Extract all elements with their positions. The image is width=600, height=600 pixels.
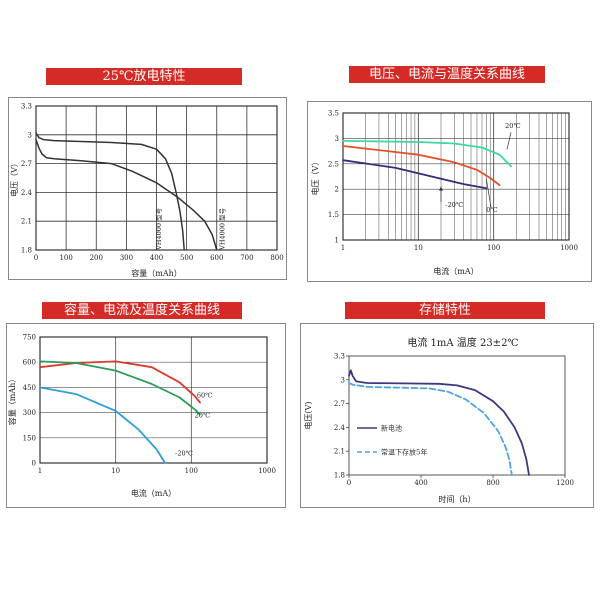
x-tick-label: 400 xyxy=(150,254,163,262)
x-tick-label: 10 xyxy=(111,467,120,475)
x-tick-label: 100 xyxy=(487,244,500,252)
plot-frame xyxy=(342,112,570,241)
y-axis-label: 电压（V） xyxy=(310,158,320,196)
x-axis-label: 时间（h） xyxy=(438,494,475,504)
x-tick-label: 800 xyxy=(486,479,499,487)
y-tick-label: 600 xyxy=(23,359,36,367)
y-tick-label: 3 xyxy=(341,376,345,384)
x-tick-label: 0 xyxy=(34,254,38,262)
plot-frame xyxy=(39,336,268,464)
x-tick-label: 700 xyxy=(240,254,253,262)
x-tick-label: 0 xyxy=(347,479,351,487)
y-tick-label: 750 xyxy=(23,334,36,342)
series-line-1 xyxy=(35,132,185,251)
y-tick-label: 0 xyxy=(32,460,36,468)
series-line-3 xyxy=(342,159,488,190)
chart4-group: 0 400 800 1200 1.8 2.1 2.4 2.7 3 3.3 时间（h） 电压(V) 电流 … xyxy=(303,336,574,504)
y-tick-label: 1.8 xyxy=(21,247,32,255)
chart4-title: 存储特性 xyxy=(345,302,545,319)
plot-frame xyxy=(35,105,278,251)
y-axis-label: 电压（V） xyxy=(9,159,19,197)
annotation-leader xyxy=(506,132,512,150)
x-tick-label: 1000 xyxy=(258,467,276,475)
y-tick-label: 450 xyxy=(23,384,36,392)
annotation-label: VH4000 型号 xyxy=(154,207,163,250)
x-tick-label: 200 xyxy=(90,254,103,262)
series-line-2 xyxy=(39,360,201,416)
y-tick-label: 1.8 xyxy=(334,472,345,480)
chart1-panel: 0 100 200 300 400 500 600 700 800 1.8 2.1 2.4 2.7 3 3.… xyxy=(8,97,287,280)
y-axis-label: 容量（mAh） xyxy=(7,375,17,426)
y-tick-label: 2.5 xyxy=(328,160,339,168)
series-line-2 xyxy=(348,382,513,476)
chart4-plot: 0 400 800 1200 1.8 2.1 2.4 2.7 3 3.3 时间（h） 电压(V) 电流 … xyxy=(303,336,574,504)
y-tick-label: 1.5 xyxy=(328,211,339,219)
y-tick-label: 1 xyxy=(335,237,339,245)
series-line-2 xyxy=(342,145,501,186)
y-tick-label: 2.1 xyxy=(334,448,345,456)
x-tick-label: 400 xyxy=(414,479,427,487)
x-tick-label: 600 xyxy=(210,254,223,262)
chart-subtitle: 电流 1mA 温度 23±2℃ xyxy=(407,336,518,349)
y-tick-label: 3.3 xyxy=(334,353,345,361)
series-line-1 xyxy=(342,140,512,168)
chart1-group: 0 100 200 300 400 500 600 700 800 1.8 2.1 2.4 2.7 3 3.… xyxy=(9,103,284,279)
chart2-plot: 1 10 100 1000 1 1.5 2 2.5 3 3.5 电流（mA） 电压（V） 20℃ 0℃ -2… xyxy=(310,110,578,277)
annotation-arrow xyxy=(439,186,444,191)
annotation-label: 20℃ xyxy=(505,122,521,130)
annotation-label: -20℃ xyxy=(445,201,463,209)
y-tick-label: 3.3 xyxy=(21,103,32,111)
chart4-panel: 0 400 800 1200 1.8 2.1 2.4 2.7 3 3.3 时间（h） 电压(V) 电流 … xyxy=(300,323,594,508)
y-tick-label: 300 xyxy=(23,409,36,417)
y-tick-label: 2.7 xyxy=(334,400,345,408)
chart3-title: 容量、电流及温度关系曲线 xyxy=(42,302,242,319)
x-tick-label: 1200 xyxy=(556,479,574,487)
y-tick-label: 2.1 xyxy=(21,218,32,226)
x-tick-label: 10 xyxy=(414,244,423,252)
series-line-3 xyxy=(39,386,166,464)
x-axis-label: 电流（mA） xyxy=(433,266,478,276)
y-tick-label: 3 xyxy=(28,131,32,139)
x-axis-label: 容量（mAh） xyxy=(131,268,182,278)
x-tick-label: 1 xyxy=(341,244,345,252)
annotation-label: 0℃ xyxy=(486,206,497,214)
x-tick-label: 100 xyxy=(185,467,198,475)
series-line-2 xyxy=(35,138,218,251)
y-tick-label: 2.4 xyxy=(334,424,346,432)
annotation-label: 20℃ xyxy=(195,412,211,420)
annotation-label: -20℃ xyxy=(175,449,193,457)
y-tick-label: 150 xyxy=(23,434,36,442)
y-tick-label: 2.7 xyxy=(21,160,32,168)
x-tick-label: 800 xyxy=(270,254,283,262)
chart1-title: 25℃放电特性 xyxy=(46,68,242,85)
y-tick-label: 3.5 xyxy=(328,110,339,118)
x-axis-label: 电流（mA） xyxy=(131,488,176,498)
x-tick-label: 500 xyxy=(180,254,193,262)
y-axis-label: 电压(V) xyxy=(303,401,313,429)
chart3-plot: 1 10 100 1000 0 150 300 450 600 750 电流（mA） 容量（mAh） 6… xyxy=(7,334,276,499)
chart3-group: 1 10 100 1000 0 150 300 450 600 750 电流（mA） 容量（mAh） 6… xyxy=(7,334,276,499)
chart1-plot: 0 100 200 300 400 500 600 700 800 1.8 2.1 2.4 2.7 3 3.… xyxy=(9,103,284,279)
annotation-label: 60℃ xyxy=(197,391,213,399)
x-tick-label: 1000 xyxy=(560,244,578,252)
annotation-label: VH4000 型号 xyxy=(217,207,226,250)
x-tick-label: 300 xyxy=(120,254,133,262)
chart3-panel: 1 10 100 1000 0 150 300 450 600 750 电流（mA） 容量（mAh） 6… xyxy=(6,323,286,508)
x-tick-label: 100 xyxy=(59,254,72,262)
y-tick-label: 2.4 xyxy=(21,189,33,197)
series-line-1 xyxy=(348,369,530,476)
y-tick-label: 2 xyxy=(335,186,339,194)
annotation-leader xyxy=(486,178,492,208)
chart2-group: 1 10 100 1000 1 1.5 2 2.5 3 3.5 电流（mA） 电压（V） 20℃ 0℃ -2… xyxy=(310,110,578,277)
x-tick-label: 1 xyxy=(38,467,42,475)
chart2-title: 电压、电流与温度关系曲线 xyxy=(349,66,545,83)
legend-label-1: 新电池 xyxy=(381,424,402,433)
plot-frame xyxy=(348,355,566,476)
chart2-panel: 1 10 100 1000 1 1.5 2 2.5 3 3.5 电流（mA） 电压（V） 20℃ 0℃ -2… xyxy=(307,101,592,282)
legend-label-2: 常温下存放5年 xyxy=(381,448,427,457)
y-tick-label: 3 xyxy=(335,135,339,143)
